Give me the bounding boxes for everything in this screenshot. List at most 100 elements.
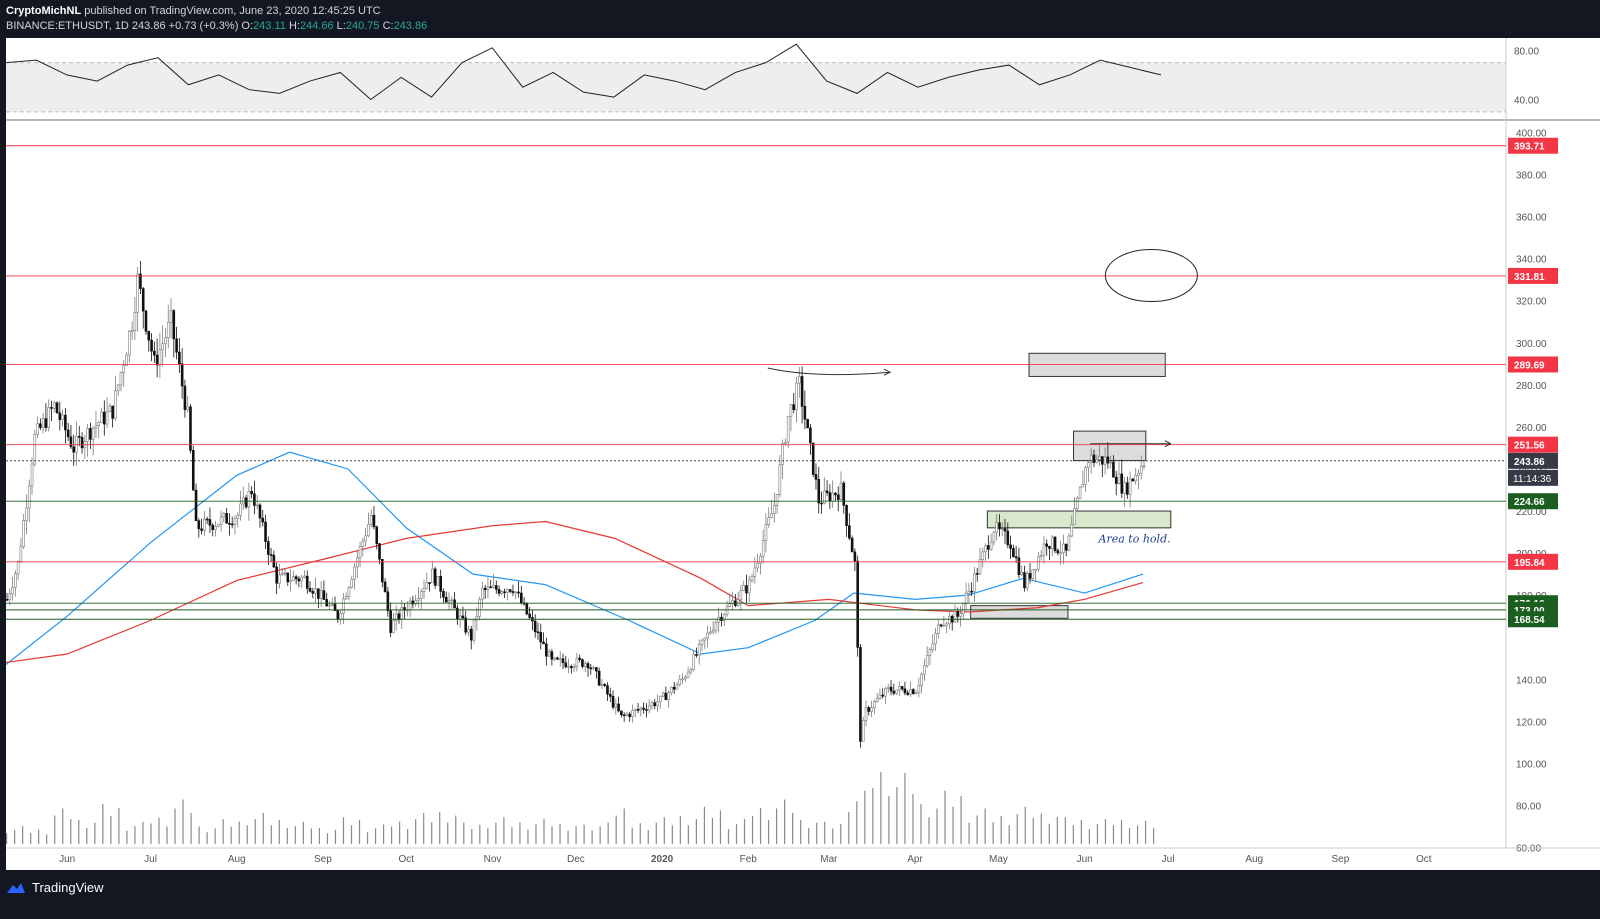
candle-body <box>695 654 698 656</box>
volume-bar <box>286 828 288 844</box>
candle-body <box>483 587 487 591</box>
candle-body <box>1067 535 1071 551</box>
candle-body <box>339 613 342 620</box>
volume-bar <box>1080 820 1082 844</box>
candle-body <box>761 540 765 557</box>
volume-bar <box>1152 827 1155 844</box>
candle-body <box>269 554 273 556</box>
candle-body <box>667 692 670 701</box>
candle-body <box>625 713 629 716</box>
candle-body <box>700 639 704 645</box>
volume-bar <box>222 819 224 844</box>
candle-body <box>647 705 651 711</box>
candle-body <box>842 482 846 506</box>
candle-body <box>884 688 887 697</box>
candle-body <box>736 599 740 607</box>
time-tick-label: Oct <box>399 854 415 865</box>
candle-body <box>823 490 826 504</box>
candle-body <box>233 518 237 525</box>
candle-body <box>111 405 114 419</box>
level-label: 224.66 <box>1514 497 1545 508</box>
candle-body <box>803 406 807 420</box>
price-tick-label: 300.00 <box>1516 339 1547 350</box>
candle-body <box>47 407 51 428</box>
candle-body <box>317 588 320 599</box>
candle-body <box>94 425 98 429</box>
candle-body <box>784 441 787 444</box>
price-chart[interactable]: 80.00 40.00 400.00 380.00 360.00 340.00 320.00… <box>6 38 1600 870</box>
last-price: 243.86 <box>131 20 166 32</box>
candle-body <box>508 589 512 592</box>
candle-body <box>116 384 120 392</box>
candle-body <box>942 624 946 627</box>
candle-body <box>600 684 604 686</box>
candle-body <box>1064 543 1068 551</box>
candle-body <box>834 492 837 496</box>
volume-bar <box>463 822 465 844</box>
candle-body <box>283 572 287 575</box>
candle-body <box>161 343 164 351</box>
candle-body <box>839 482 843 500</box>
volume-bar <box>663 817 665 844</box>
publish-line: CryptoMichNL published on TradingView.co… <box>6 5 381 17</box>
candle-body <box>308 588 312 592</box>
volume-bar <box>415 819 417 844</box>
candle-body <box>1006 530 1010 546</box>
candle-body <box>956 611 960 617</box>
candle-body <box>1050 536 1054 549</box>
volume-bar <box>864 790 866 844</box>
time-tick-label: Jul <box>144 854 157 865</box>
candle-body <box>311 591 315 594</box>
symbol-label[interactable]: BINANCE:ETHUSDT, 1D <box>6 20 129 32</box>
candle-body <box>380 559 384 583</box>
candle-body <box>592 667 595 669</box>
volume-bar <box>14 829 16 844</box>
tradingview-logo[interactable]: TradingView <box>6 880 104 895</box>
rsi-line <box>6 43 1162 101</box>
volume-bar <box>776 808 778 844</box>
candle-body <box>294 576 298 580</box>
level-label-bg <box>1508 553 1558 570</box>
candle-body <box>175 338 178 353</box>
candle-body <box>189 406 192 451</box>
volume-bar <box>190 812 192 844</box>
volume-bar <box>888 796 890 844</box>
candle-body <box>800 376 804 407</box>
candle-body <box>272 554 276 568</box>
gray-zone <box>970 605 1069 619</box>
candle-body <box>945 623 948 626</box>
candle-body <box>372 514 376 528</box>
time-tick-label: Nov <box>484 854 502 865</box>
author-name[interactable]: CryptoMichNL <box>6 5 82 17</box>
candle-body <box>275 566 278 584</box>
candle-body <box>953 611 957 623</box>
volume-bar <box>591 830 593 844</box>
candle-body <box>205 518 209 521</box>
candle-body <box>133 312 137 331</box>
volume-bar <box>904 772 906 844</box>
candle-body <box>367 523 370 537</box>
price-tick-label: 100.00 <box>1516 759 1547 770</box>
candle-body <box>236 515 240 519</box>
volume-bar <box>816 822 818 844</box>
volume-bar <box>206 832 208 844</box>
candle-body <box>678 678 682 685</box>
candle-body <box>428 582 431 584</box>
candle-body <box>558 658 562 660</box>
candle-body <box>836 494 840 500</box>
candle-body <box>603 684 607 686</box>
candle-body <box>806 419 809 429</box>
candle-body <box>903 688 907 694</box>
candle-body <box>811 442 815 475</box>
chart-area[interactable]: 80.00 40.00 400.00 380.00 360.00 340.00 320.00… <box>6 38 1600 888</box>
volume-bar <box>62 808 64 844</box>
candle-body <box>786 415 790 443</box>
candle-body <box>378 543 381 560</box>
candle-body <box>77 435 81 438</box>
candle-body <box>364 535 367 542</box>
price-tick-label: 280.00 <box>1516 381 1547 392</box>
candle-body <box>831 492 834 502</box>
candle-body <box>684 676 687 680</box>
candle-body <box>770 513 773 518</box>
candle-body <box>856 560 859 648</box>
